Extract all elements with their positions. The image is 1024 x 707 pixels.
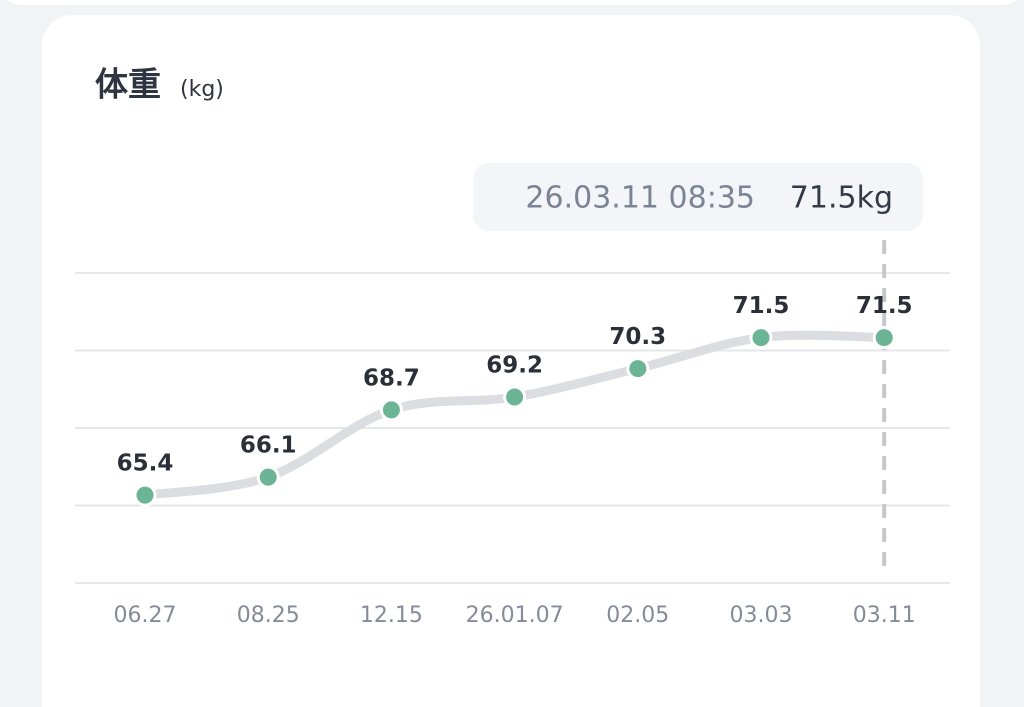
point (872, 326, 896, 350)
point (133, 483, 157, 507)
x-tick-label: 03.03 (730, 603, 793, 628)
tooltip (473, 163, 923, 231)
value-label: 65.4 (117, 451, 174, 477)
x-tick-label: 02.05 (606, 603, 669, 628)
value-label: 71.5 (733, 293, 790, 319)
value-label: 71.5 (856, 293, 913, 319)
x-tick-label: 12.15 (360, 603, 423, 628)
value-label: 69.2 (486, 353, 543, 379)
point (379, 398, 403, 422)
previous-card (6, 0, 1018, 5)
point (626, 357, 650, 381)
tooltip-value: 71.5kg (790, 181, 893, 216)
x-tick-label: 26.01.07 (466, 603, 564, 628)
point (749, 326, 773, 350)
value-label: 70.3 (609, 324, 666, 350)
point (503, 385, 527, 409)
x-tick-label: 03.11 (853, 603, 916, 628)
x-tick-label: 08.25 (237, 603, 300, 628)
x-tick-label: 06.27 (114, 603, 177, 628)
chart-title: 体重 (95, 65, 161, 104)
value-label: 66.1 (240, 433, 297, 459)
point (256, 465, 280, 489)
value-label: 68.7 (363, 365, 420, 391)
tooltip-time: 26.03.11 08:35 (525, 181, 755, 216)
unit-label: (kg) (180, 77, 224, 102)
